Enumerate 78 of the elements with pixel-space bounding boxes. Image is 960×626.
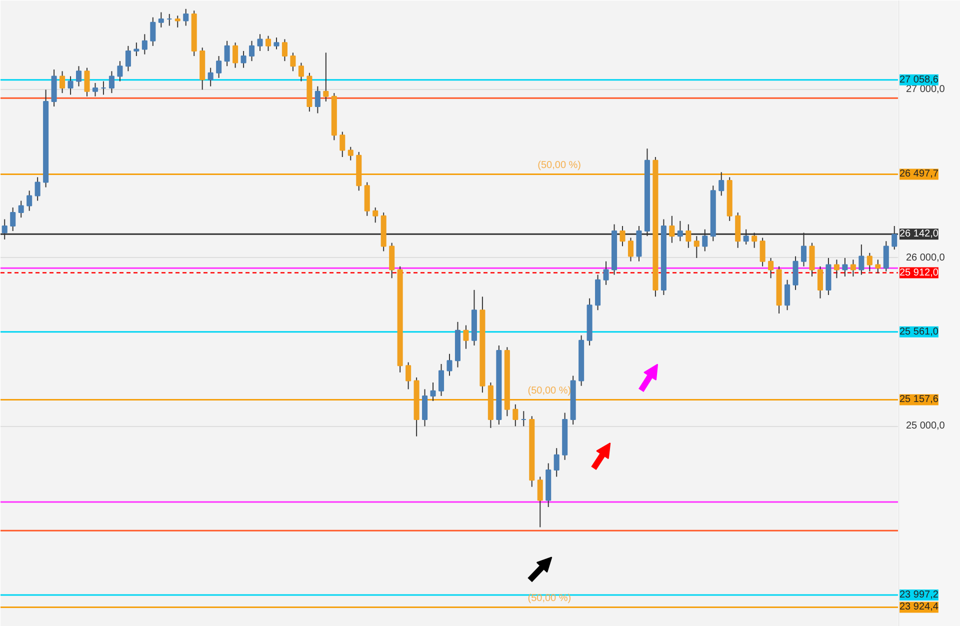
candlestick: [718, 172, 724, 196]
candlestick: [26, 190, 32, 212]
candlestick: [372, 206, 378, 224]
candlestick: [158, 12, 164, 28]
candlestick: [438, 363, 444, 396]
candlestick: [216, 56, 222, 78]
candlestick: [537, 476, 543, 528]
candlestick: [406, 362, 412, 390]
candlestick: [348, 146, 354, 161]
candlestick: [208, 67, 214, 87]
annotation: (50,00 %): [528, 386, 572, 397]
ref-line-label: 26 497,7: [900, 168, 939, 180]
candlestick: [224, 40, 230, 67]
candlestick: [150, 16, 156, 46]
candlestick: [520, 410, 526, 427]
candlestick: [68, 76, 74, 96]
candlestick: [100, 80, 106, 96]
candlestick: [10, 206, 16, 232]
candlestick: [340, 131, 346, 158]
ref-line-label: 27 058,6: [900, 74, 939, 86]
candlestick: [76, 66, 82, 87]
candlestick: [298, 62, 304, 82]
candlestick: [768, 257, 774, 279]
candlestick: [84, 67, 90, 97]
candlestick: [389, 242, 395, 279]
candlestick: [842, 257, 848, 277]
candlestick: [850, 259, 856, 277]
candlestick: [809, 242, 815, 277]
ref-line-label: 26 142,0: [900, 228, 939, 240]
candlestick: [314, 86, 320, 114]
candlestick: [18, 200, 24, 218]
candlestick: [603, 260, 609, 286]
ref-line-label: 23 997,2: [900, 590, 939, 600]
candlestick: [430, 382, 436, 402]
candlestick: [512, 404, 518, 427]
candlestick: [792, 256, 798, 290]
candlestick: [784, 279, 790, 311]
annotation: (50,00 %): [538, 160, 582, 172]
candlestick: [554, 448, 560, 478]
candlestick: [866, 252, 872, 272]
candlestick: [257, 34, 263, 52]
candlestick: [142, 34, 148, 55]
candlestick: [166, 13, 172, 26]
candlestick: [463, 324, 469, 350]
candlestick: [249, 40, 255, 62]
candlestick: [232, 42, 238, 68]
candlestick: [60, 70, 66, 94]
candlestick: [883, 240, 889, 272]
candlestick: [290, 52, 296, 72]
y-tick-label: 26 000,0: [906, 252, 946, 264]
candlestick: [817, 266, 823, 299]
candlestick: [446, 353, 452, 376]
annotation: (50,00 %): [528, 593, 572, 604]
ref-line-label: 25 912,0: [900, 267, 939, 278]
ref-line-label: 25 561,0: [900, 326, 939, 338]
candlestick: [34, 176, 40, 202]
candlestick: [282, 38, 288, 62]
candlestick: [240, 50, 246, 68]
y-tick-label: 25 000,0: [906, 420, 946, 432]
candlestick: [834, 259, 840, 279]
candlestick: [760, 237, 766, 267]
candlestick: [858, 244, 864, 276]
ref-line-label: 23 924,4: [900, 602, 939, 613]
candlestick: [265, 35, 272, 52]
candlestick: [274, 37, 280, 50]
candlestick: [174, 15, 180, 28]
candlestick: [125, 45, 131, 72]
candlestick: [323, 52, 329, 102]
candlestick: [422, 388, 428, 427]
candlestick: [134, 42, 140, 57]
candlestick: [117, 60, 123, 82]
candlestick: [183, 8, 189, 26]
candlestick: [875, 259, 881, 274]
candlestick: [92, 82, 98, 97]
ref-line-label: 25 157,6: [900, 394, 939, 406]
y-tick-label: 27 000,0: [906, 84, 946, 96]
candlestick: [108, 70, 114, 94]
candlestick: [628, 237, 634, 262]
